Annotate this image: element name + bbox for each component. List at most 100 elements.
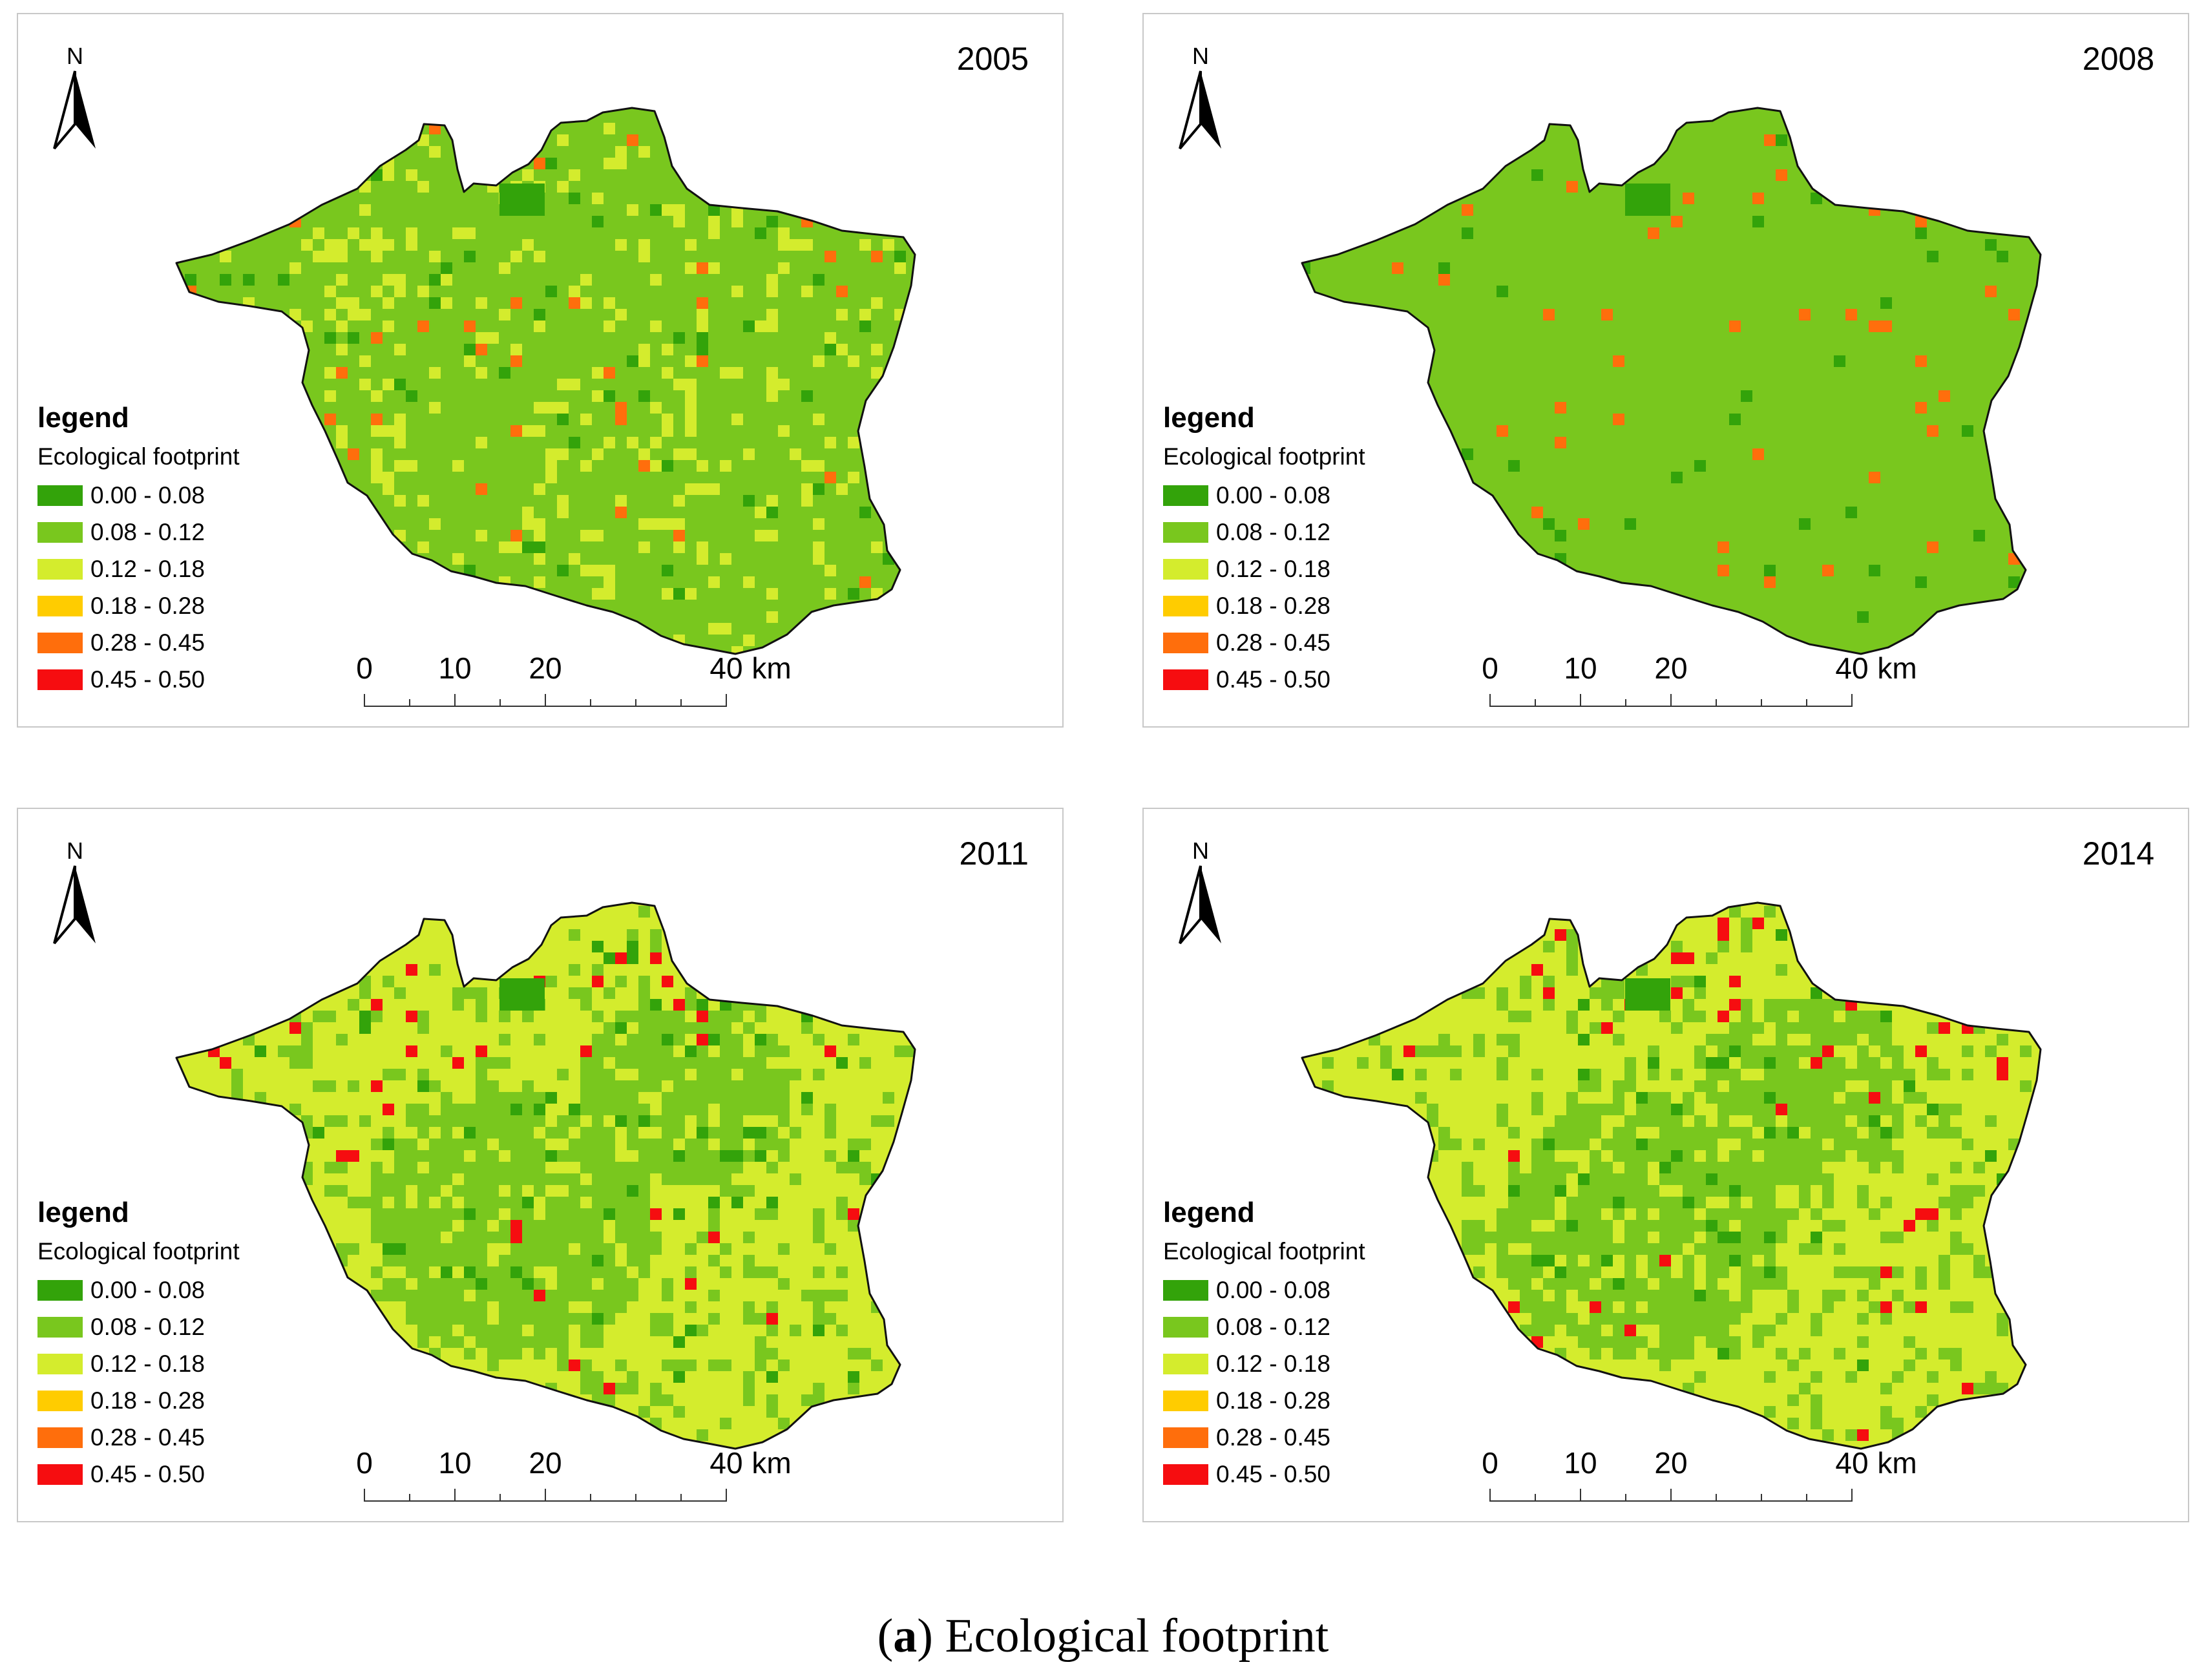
- raster-cell: [1811, 1208, 1822, 1220]
- raster-cell: [1927, 1394, 1938, 1406]
- raster-cell: [1857, 1185, 1869, 1197]
- raster-cell: [1752, 1115, 1764, 1127]
- raster-cell: [836, 286, 848, 297]
- raster-cell: [476, 1139, 487, 1150]
- raster-cell: [836, 483, 848, 495]
- legend-item: 0.18 - 0.28: [37, 587, 240, 624]
- raster-cell: [1915, 216, 1927, 227]
- raster-cell: [464, 344, 476, 355]
- raster-cell: [1543, 1197, 1555, 1208]
- raster-cell: [615, 1208, 627, 1220]
- raster-cell: [1531, 1325, 1543, 1336]
- raster-cell: [650, 1383, 662, 1394]
- raster-cell: [1834, 1104, 1845, 1115]
- raster-cell: [604, 952, 615, 964]
- raster-cell: [1741, 1092, 1752, 1104]
- raster-cell: [1985, 1045, 1997, 1057]
- map-panel-2005: 2005 N legend Ecological footprint 0.00 …: [17, 13, 1064, 728]
- raster-cell: [429, 251, 441, 262]
- raster-cell: [662, 1394, 673, 1406]
- scale-bar-tick: [1489, 1489, 1491, 1502]
- raster-cell: [487, 1278, 499, 1290]
- raster-cell: [662, 1325, 673, 1336]
- raster-cell: [1904, 1301, 1915, 1313]
- raster-cell: [1683, 1266, 1694, 1278]
- raster-cell: [627, 1162, 638, 1173]
- raster-cell: [417, 1325, 429, 1336]
- raster-cell: [1578, 1173, 1590, 1185]
- raster-cell: [1799, 1022, 1811, 1034]
- raster-cell: [1427, 1045, 1438, 1057]
- raster-cell: [1938, 1278, 1950, 1290]
- raster-cell: [383, 274, 394, 286]
- raster-cell: [662, 588, 673, 600]
- raster-cell: [743, 1371, 755, 1383]
- raster-cell: [755, 1360, 766, 1371]
- raster-cell: [778, 1069, 790, 1080]
- raster-cell: [755, 1104, 766, 1115]
- raster-cell: [1543, 1255, 1555, 1266]
- legend-label: 0.18 - 0.28: [90, 1387, 205, 1414]
- raster-cell: [650, 320, 662, 332]
- raster-cell: [1764, 1150, 1776, 1162]
- raster-cell: [1752, 1220, 1764, 1232]
- raster-cell: [1718, 1208, 1729, 1220]
- raster-cell: [1636, 1220, 1648, 1232]
- raster-cell: [1962, 1185, 1973, 1197]
- raster-cell: [476, 1069, 487, 1080]
- raster-cell: [731, 1092, 743, 1104]
- raster-cell: [604, 1139, 615, 1150]
- raster-cell: [673, 448, 685, 460]
- raster-cell: [801, 390, 813, 402]
- raster-cell: [1531, 1243, 1543, 1255]
- raster-cell: [359, 1011, 371, 1022]
- raster-cell: [1636, 1150, 1648, 1162]
- raster-cell: [336, 437, 348, 448]
- raster-cell: [324, 1162, 336, 1173]
- raster-cell: [545, 460, 557, 472]
- raster-cell: [499, 1197, 510, 1208]
- raster-cell: [1683, 1104, 1694, 1115]
- raster-cell: [1578, 1197, 1590, 1208]
- legend-swatch: [37, 1427, 83, 1448]
- raster-cell: [1694, 1325, 1706, 1336]
- raster-cell: [1578, 1278, 1590, 1290]
- raster-cell: [592, 448, 604, 460]
- raster-cell: [1811, 193, 1822, 204]
- raster-cell: [813, 1301, 825, 1313]
- raster-cell: [510, 251, 522, 262]
- raster-cell: [406, 390, 417, 402]
- raster-cell: [1962, 1197, 1973, 1208]
- raster-cell: [487, 332, 499, 344]
- raster-cell: [1927, 1208, 1938, 1220]
- raster-cell: [1811, 1115, 1822, 1127]
- raster-cell: [592, 1127, 604, 1139]
- raster-cell: [452, 1290, 464, 1301]
- raster-cell: [476, 1057, 487, 1069]
- raster-cell: [452, 1255, 464, 1266]
- caption-label: a: [893, 1610, 918, 1663]
- raster-cell: [662, 1162, 673, 1173]
- raster-cell: [662, 1115, 673, 1127]
- raster-cell: [731, 286, 743, 297]
- scale-bar-label: 40: [1835, 651, 1869, 685]
- raster-cell: [755, 1313, 766, 1325]
- raster-cell: [1729, 999, 1741, 1011]
- raster-cell: [1438, 1045, 1450, 1057]
- raster-cell: [720, 1127, 731, 1139]
- raster-cell: [1787, 1150, 1799, 1162]
- raster-cell: [604, 320, 615, 332]
- raster-cell: [534, 158, 545, 169]
- raster-cell: [1531, 1162, 1543, 1173]
- raster-cell: [592, 1266, 604, 1278]
- raster-cell: [1764, 1371, 1776, 1383]
- raster-cell: [569, 297, 580, 309]
- raster-cell: [604, 1394, 615, 1406]
- raster-cell: [1880, 1080, 1892, 1092]
- raster-cell: [476, 987, 487, 999]
- raster-cell: [522, 425, 534, 437]
- raster-cell: [1613, 355, 1624, 367]
- raster-cell: [534, 1104, 545, 1115]
- raster-cell: [766, 1406, 778, 1418]
- region-map: [175, 107, 916, 655]
